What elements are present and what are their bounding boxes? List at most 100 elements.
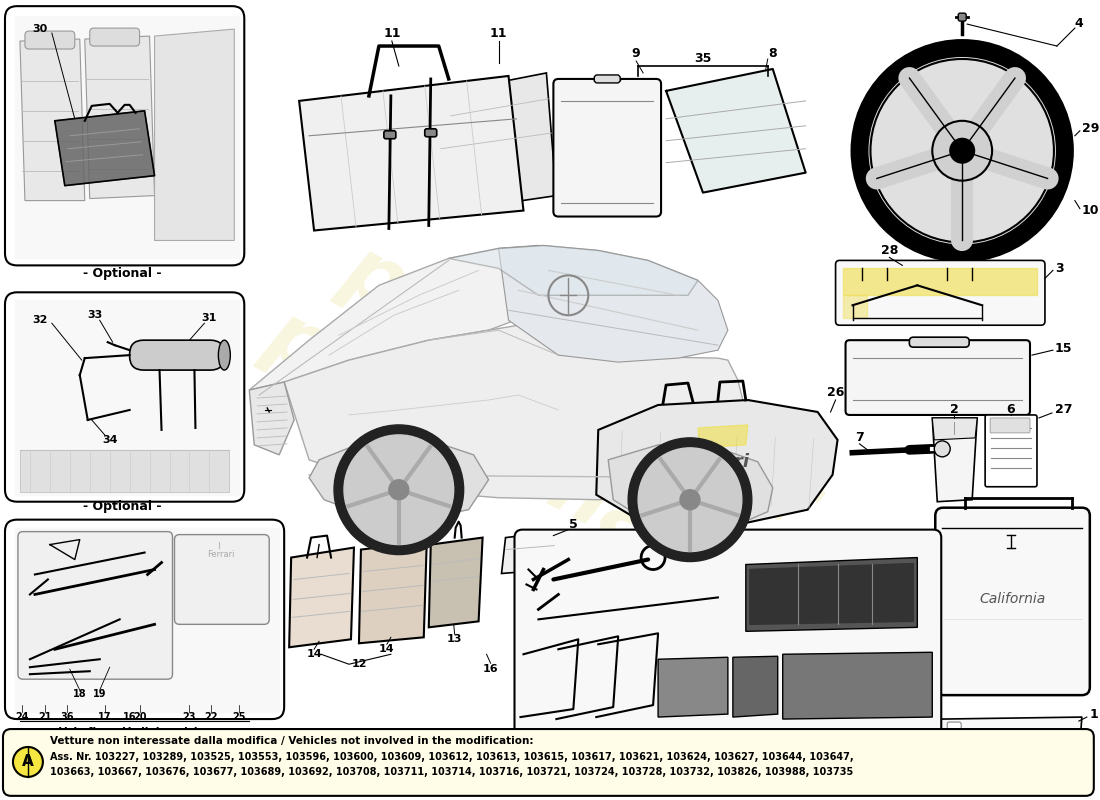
Polygon shape [154, 29, 234, 241]
Text: Ferrari: Ferrari [682, 453, 750, 471]
Text: 3: 3 [1055, 262, 1064, 275]
Text: 19: 19 [757, 742, 771, 752]
Circle shape [869, 57, 1056, 245]
Text: Valid till...see description: Valid till...see description [64, 739, 216, 749]
Polygon shape [15, 528, 279, 712]
Text: 11: 11 [490, 26, 507, 39]
Polygon shape [15, 300, 240, 494]
Polygon shape [449, 246, 698, 295]
Polygon shape [284, 326, 768, 500]
Circle shape [638, 448, 741, 551]
Circle shape [850, 39, 1074, 262]
Polygon shape [843, 295, 868, 318]
FancyBboxPatch shape [90, 28, 140, 46]
Polygon shape [783, 652, 933, 719]
Text: 22: 22 [588, 742, 604, 752]
Text: 7: 7 [855, 431, 864, 444]
FancyBboxPatch shape [836, 261, 1045, 326]
Text: 25: 25 [232, 712, 246, 722]
Text: Ass. Nr. 103227, 103289, 103525, 103553, 103596, 103600, 103609, 103612, 103613,: Ass. Nr. 103227, 103289, 103525, 103553,… [50, 752, 854, 762]
Text: 13: 13 [447, 634, 462, 644]
Polygon shape [667, 69, 805, 193]
Text: 6: 6 [1006, 403, 1015, 417]
Polygon shape [85, 36, 154, 198]
Polygon shape [299, 76, 524, 230]
Circle shape [933, 121, 992, 181]
Polygon shape [20, 450, 229, 492]
FancyBboxPatch shape [25, 31, 75, 49]
FancyBboxPatch shape [425, 129, 437, 137]
Text: passion for
performance: passion for performance [252, 212, 865, 648]
FancyBboxPatch shape [986, 415, 1037, 486]
Circle shape [13, 747, 43, 777]
Text: 36: 36 [60, 712, 74, 722]
Ellipse shape [219, 340, 230, 370]
FancyBboxPatch shape [175, 534, 270, 624]
Polygon shape [943, 717, 1081, 789]
Polygon shape [596, 400, 837, 525]
Polygon shape [746, 558, 917, 631]
Circle shape [934, 441, 950, 457]
Polygon shape [698, 425, 748, 448]
Circle shape [344, 435, 453, 545]
Text: 2: 2 [949, 403, 958, 417]
Polygon shape [750, 563, 913, 624]
Text: 19: 19 [94, 689, 107, 699]
Text: 37: 37 [640, 756, 656, 766]
Text: 17: 17 [98, 712, 111, 722]
Polygon shape [933, 418, 977, 502]
FancyBboxPatch shape [3, 729, 1093, 796]
Polygon shape [289, 547, 354, 647]
FancyBboxPatch shape [594, 75, 620, 83]
FancyBboxPatch shape [553, 79, 661, 217]
Polygon shape [429, 538, 483, 627]
Text: 33: 33 [87, 310, 102, 320]
Text: 16: 16 [483, 664, 498, 674]
FancyBboxPatch shape [515, 530, 942, 749]
FancyBboxPatch shape [947, 722, 961, 734]
Text: 20: 20 [671, 742, 685, 752]
Text: 36: 36 [642, 742, 658, 752]
Text: 26: 26 [827, 386, 844, 398]
Polygon shape [15, 16, 240, 258]
Text: 32: 32 [32, 315, 47, 326]
Text: 25: 25 [696, 742, 712, 752]
Text: 28: 28 [881, 244, 898, 257]
Polygon shape [733, 656, 778, 717]
Text: A: A [22, 754, 34, 770]
Polygon shape [359, 542, 427, 643]
Polygon shape [20, 39, 85, 201]
Text: 14: 14 [379, 644, 395, 654]
Text: 22: 22 [205, 712, 218, 722]
Polygon shape [429, 73, 557, 213]
Text: 103663, 103667, 103676, 103677, 103689, 103692, 103708, 103711, 103714, 103716, : 103663, 103667, 103676, 103677, 103689, … [50, 767, 854, 777]
Polygon shape [250, 246, 569, 390]
FancyBboxPatch shape [990, 418, 1030, 433]
Circle shape [680, 490, 700, 510]
Text: - Optional -: - Optional - [84, 500, 162, 513]
Text: 17: 17 [728, 742, 744, 752]
Polygon shape [843, 268, 1037, 295]
Text: 34: 34 [102, 435, 118, 445]
Circle shape [389, 480, 409, 500]
Text: 27: 27 [1055, 403, 1072, 417]
FancyBboxPatch shape [935, 508, 1090, 695]
Circle shape [334, 425, 463, 554]
FancyBboxPatch shape [18, 532, 173, 679]
Text: California: California [979, 593, 1045, 606]
Text: 16: 16 [123, 712, 136, 722]
Polygon shape [55, 111, 154, 186]
FancyBboxPatch shape [130, 340, 224, 370]
FancyBboxPatch shape [958, 13, 966, 21]
Polygon shape [498, 246, 728, 362]
Text: 5: 5 [569, 518, 578, 531]
Text: 9: 9 [631, 46, 640, 59]
Polygon shape [502, 532, 557, 574]
Text: 15: 15 [1055, 342, 1072, 354]
Text: Ferrari: Ferrari [208, 550, 235, 559]
Polygon shape [658, 658, 728, 717]
Circle shape [628, 438, 751, 562]
Text: 29: 29 [1081, 122, 1099, 135]
Text: 21: 21 [39, 712, 52, 722]
Text: 4: 4 [1075, 17, 1084, 30]
